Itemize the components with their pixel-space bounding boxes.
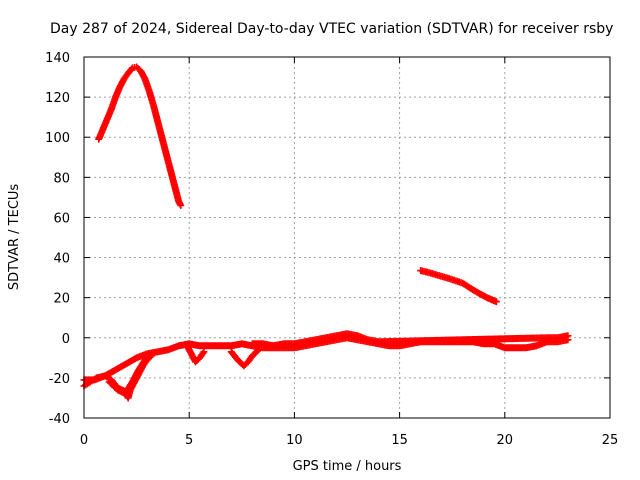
y-axis-label: SDTVAR / TECUs xyxy=(7,184,22,291)
data-point-marker xyxy=(255,346,263,354)
data-point-marker xyxy=(492,298,500,306)
x-tick-label: 15 xyxy=(391,433,408,448)
y-tick-label: 20 xyxy=(53,292,70,307)
grid-lines xyxy=(84,57,610,418)
y-tick-label: 60 xyxy=(53,211,70,226)
plot-frame xyxy=(83,56,611,419)
data-point-marker xyxy=(199,349,207,357)
chart-title: Day 287 of 2024, Sidereal Day-to-day VTE… xyxy=(50,21,613,37)
x-tick-label: 25 xyxy=(602,433,619,448)
x-tick-label: 20 xyxy=(497,433,514,448)
x-tick-label: 0 xyxy=(80,433,88,448)
data-point-marker xyxy=(564,332,572,340)
data-point-marker xyxy=(177,201,185,209)
data-point-marker xyxy=(200,348,208,356)
y-tick-labels: -40 -20 0 20 40 60 80 100 120 140 xyxy=(45,51,70,427)
y-tick-label: -40 xyxy=(49,412,70,427)
y-tick-label: 40 xyxy=(53,252,70,267)
y-tick-label: 80 xyxy=(53,171,70,186)
data-point-marker xyxy=(147,352,155,360)
data-points xyxy=(80,63,572,402)
x-tick-label: 10 xyxy=(286,433,303,448)
x-tick-labels: 0 5 10 15 20 25 xyxy=(80,433,618,448)
x-axis-label: GPS time / hours xyxy=(293,459,402,474)
y-tick-label: 140 xyxy=(45,51,70,66)
axis-ticks xyxy=(83,56,611,419)
data-point-marker xyxy=(253,347,261,355)
x-tick-label: 5 xyxy=(185,433,193,448)
y-tick-label: -20 xyxy=(49,372,70,387)
y-tick-label: 120 xyxy=(45,91,70,106)
y-tick-label: 100 xyxy=(45,131,70,146)
data-point-marker xyxy=(146,353,154,361)
y-tick-label: 0 xyxy=(62,332,70,347)
